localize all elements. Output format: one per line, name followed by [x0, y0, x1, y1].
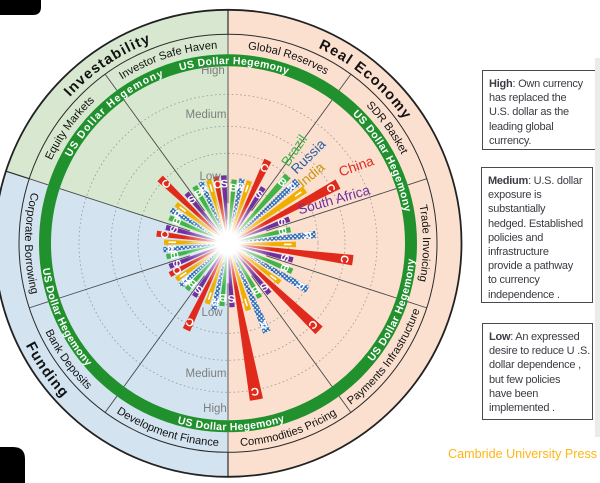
svg-text:High: High [201, 65, 225, 77]
svg-text:R: R [235, 181, 245, 194]
svg-text:Low: Low [199, 171, 221, 183]
svg-text:S: S [171, 258, 185, 269]
svg-text:Corporate Borrowing: Corporate Borrowing [22, 191, 40, 295]
svg-text:I: I [281, 243, 293, 246]
svg-text:I: I [178, 270, 190, 279]
svg-text:C: C [250, 384, 260, 397]
svg-text:C: C [159, 230, 172, 240]
svg-text:C: C [337, 254, 350, 264]
svg-text:S: S [227, 292, 235, 304]
svg-text:Trade Invoicing: Trade Invoicing [416, 204, 432, 283]
svg-text:Medium: Medium [186, 109, 227, 121]
svg-text:I: I [267, 272, 278, 282]
svg-text:S: S [220, 178, 228, 190]
svg-text:C: C [212, 179, 222, 192]
svg-text:S: S [277, 253, 290, 263]
svg-text:S: S [168, 225, 181, 235]
svg-text:R: R [300, 231, 313, 240]
svg-text:B: B [229, 182, 238, 195]
svg-text:B: B [275, 226, 288, 236]
svg-text:I: I [207, 289, 214, 301]
svg-text:R: R [210, 294, 220, 307]
svg-text:Medium: Medium [186, 368, 227, 380]
svg-text:I: I [292, 190, 304, 199]
svg-text:I: I [178, 205, 189, 215]
svg-text:I: I [208, 183, 214, 195]
svg-text:B: B [169, 250, 182, 260]
svg-text:I: I [167, 241, 179, 244]
svg-text:B: B [218, 291, 227, 304]
svg-text:I: I [243, 183, 250, 195]
svg-text:High: High [203, 403, 227, 415]
svg-text:Low: Low [201, 307, 223, 319]
svg-text:I: I [243, 295, 249, 307]
svg-text:R: R [166, 244, 179, 253]
svg-text:S: S [274, 217, 288, 228]
